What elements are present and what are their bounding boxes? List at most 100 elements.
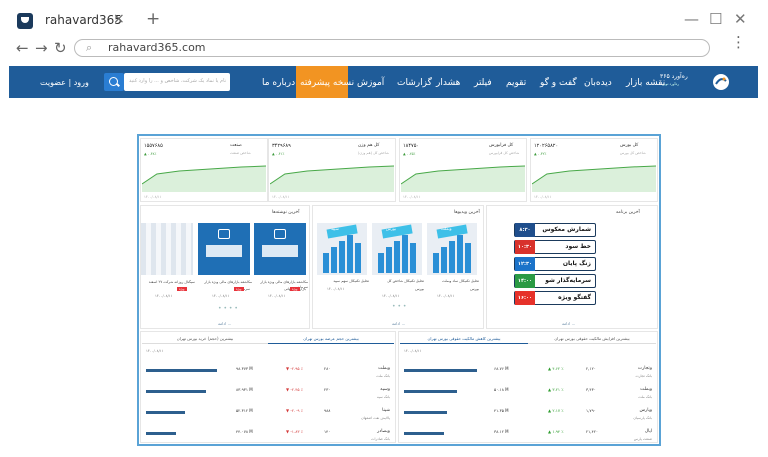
news-date: ۱۴۰۰/۰۸/۱۱ — [155, 294, 173, 298]
minimize-icon[interactable]: — — [684, 10, 699, 28]
news-carousel-dots[interactable]: • • • • — [218, 305, 238, 312]
row-symbol[interactable]: اپال — [644, 429, 652, 434]
row-symbol[interactable]: وپارس — [639, 408, 652, 413]
news-thumbnail[interactable] — [141, 223, 193, 275]
index-change: ▲ ۰.۳۸٪ — [144, 152, 157, 156]
program-row[interactable]: ۱۲:۳۰ زنگ پایان — [514, 257, 596, 271]
nav-about[interactable]: درباره ما — [262, 78, 296, 88]
video-thumbnail[interactable] — [372, 223, 422, 275]
news-thumb-logo-icon — [218, 229, 230, 239]
row-price: ۱,۷۹۰ — [586, 408, 596, 413]
news-more-link[interactable]: ادامه ... — [218, 321, 232, 326]
index-value: ۳۴۲۹۶۸۹ — [272, 143, 291, 149]
program-row[interactable]: ۱۶:۰۰ گفتگو ویژه — [514, 291, 596, 305]
row-bar — [404, 411, 447, 414]
tab-close-icon[interactable]: × — [113, 11, 125, 27]
row-company: بانک صادرات — [371, 437, 390, 441]
rahavard-logo[interactable] — [685, 71, 731, 93]
table-date: ۱۴۰۰/۰۸/۱۱ — [404, 349, 422, 353]
back-icon[interactable]: ← — [16, 39, 29, 57]
row-symbol[interactable]: وبملت — [378, 366, 390, 371]
program-row[interactable]: ۱۴:۰۰ سرمایه‌گذار شو — [514, 274, 596, 288]
close-window-icon[interactable]: ✕ — [734, 10, 747, 28]
tab-title[interactable]: rahavard365 — [45, 13, 122, 27]
nav-reports[interactable]: گزارشات — [397, 78, 432, 88]
video-caption[interactable]: تحلیل تکنیکال سهم سپید — [333, 279, 369, 283]
nav-watchlist[interactable]: دیده‌بان — [584, 78, 612, 88]
index-subtitle: شاخص کل (هم وزن) — [358, 151, 389, 155]
news-thumbnail[interactable] — [198, 223, 250, 275]
reload-icon[interactable]: ↻ — [54, 39, 67, 57]
news-thumb-banner — [262, 245, 298, 257]
index-sparkline — [270, 165, 394, 192]
index-change: ▲ ۰.۳۲٪ — [534, 152, 547, 156]
search-button[interactable] — [104, 73, 124, 91]
news-date: ۱۴۰۰/۰۸/۱۱ — [268, 294, 286, 298]
nav-chat[interactable]: گفت و گو — [540, 78, 577, 88]
row-symbol[interactable]: شپنا — [382, 408, 390, 413]
videos-carousel-dots[interactable]: • • • — [392, 303, 407, 310]
row-price: ۲۳۰ — [324, 387, 331, 392]
nav-advanced-version[interactable]: نسخه پیشرفته — [300, 78, 355, 88]
table-tab[interactable]: بیشترین افزایش مالکیت حقوقی بورس تهران — [528, 333, 656, 344]
row-price: ۲۱,۴۲۰ — [586, 429, 599, 434]
videos-more-link[interactable]: ادامه ... — [392, 321, 406, 326]
video-thumbnail[interactable] — [427, 223, 477, 275]
row-change: ▼ -۲.۴۵ ٪ — [286, 387, 303, 392]
program-row[interactable]: ۸:۳۰ شمارش معکوس — [514, 223, 596, 237]
logo-text: ره‌آورد ۳۶۵ — [660, 73, 688, 80]
row-volume: ۵۰.۱۸ M — [494, 387, 509, 392]
row-symbol[interactable]: وسپه — [380, 387, 390, 392]
maximize-icon[interactable]: ☐ — [709, 10, 723, 28]
table-date: ۱۴۰۰/۰۸/۱۱ — [146, 349, 164, 353]
row-symbol[interactable]: وبصادر — [377, 429, 390, 434]
video-thumbnail[interactable] — [317, 223, 367, 275]
index-value: ۱۸۴۷۵۰ — [403, 143, 420, 149]
news-thumb-logo-icon — [274, 229, 286, 239]
row-change: ▼ -۲.۰۹ ٪ — [286, 408, 303, 413]
logo-icon — [713, 74, 729, 90]
row-symbol[interactable]: وتجارت — [637, 366, 652, 371]
logo-subtext: ره‌آورد نوین — [662, 82, 679, 86]
index-time: ۱۴۰۰/۰۸/۱۱ — [534, 195, 552, 199]
news-thumbnail[interactable] — [254, 223, 306, 275]
url-text[interactable]: rahavard365.com — [108, 41, 206, 54]
news-caption[interactable]: مکاشفه بازارهای مالی ویژه بازار سرمایه — [260, 280, 308, 289]
index-change: ▲ ۰.۲۵٪ — [403, 152, 416, 156]
nav-alert[interactable]: هشدار — [436, 78, 461, 88]
row-company: بانک تجارت — [635, 374, 652, 378]
table-tab[interactable]: بیشترین کاهش مالکیت حقوقی بورس تهران — [400, 333, 528, 344]
video-caption[interactable]: تحلیل تکنیکال شاخص کل — [387, 279, 424, 283]
row-bar — [404, 432, 444, 435]
news-caption[interactable]: مکاشفه بازارهای مالی ویژه بازار — [204, 280, 252, 284]
nav-filter[interactable]: فیلتر — [474, 78, 492, 88]
forward-icon[interactable]: → — [35, 39, 48, 57]
row-bar — [146, 390, 206, 393]
row-volume: ۵۲.۳۱۲ M — [236, 408, 253, 413]
news-caption[interactable]: سیگنال روزانه شرکت ۲۷ اسفند — [148, 280, 195, 284]
table-tab[interactable]: بیشترین (حجم) خرید بورس تهران — [142, 333, 268, 344]
login-register-link[interactable]: ورود | عضویت — [40, 78, 89, 87]
row-symbol[interactable]: وبملت — [640, 387, 652, 392]
nav-calendar[interactable]: تقویم — [506, 78, 527, 88]
table-tab[interactable]: بیشترین حجم عرضه بورس تهران — [268, 333, 394, 344]
program-row[interactable]: ۱۰:۳۰ خط سود — [514, 240, 596, 254]
video-date: ۱۴۰۰/۰۸/۱۱ — [382, 294, 400, 298]
programs-more-link[interactable]: ادامه ... — [562, 321, 576, 326]
row-bar — [404, 390, 457, 393]
site-search-input[interactable]: نام یا نماد یک شرکت، شاخص و ... را وارد … — [124, 73, 230, 91]
row-volume: ۸۳.۹۳۱ M — [236, 387, 253, 392]
address-bar[interactable] — [74, 39, 710, 57]
new-tab-button[interactable]: + — [146, 9, 161, 29]
browser-menu-icon[interactable]: ⋮ — [731, 33, 746, 51]
chart-bars-icon — [323, 224, 361, 273]
news-date: ۱۴۰۰/۰۸/۱۱ — [212, 294, 230, 298]
row-volume: ۴۱.۳۵ M — [494, 408, 509, 413]
nav-market-map[interactable]: نقشه بازار — [626, 78, 666, 88]
program-label: خط سود — [565, 243, 591, 250]
program-time: ۱۲:۳۰ — [515, 257, 535, 271]
nav-education[interactable]: آموزش — [357, 78, 385, 88]
video-caption[interactable]: تحلیل تکنیکال نماد وبملت — [442, 279, 479, 283]
index-sparkline — [532, 165, 656, 192]
video-date: ۱۴۰۰/۰۸/۱۱ — [437, 294, 455, 298]
